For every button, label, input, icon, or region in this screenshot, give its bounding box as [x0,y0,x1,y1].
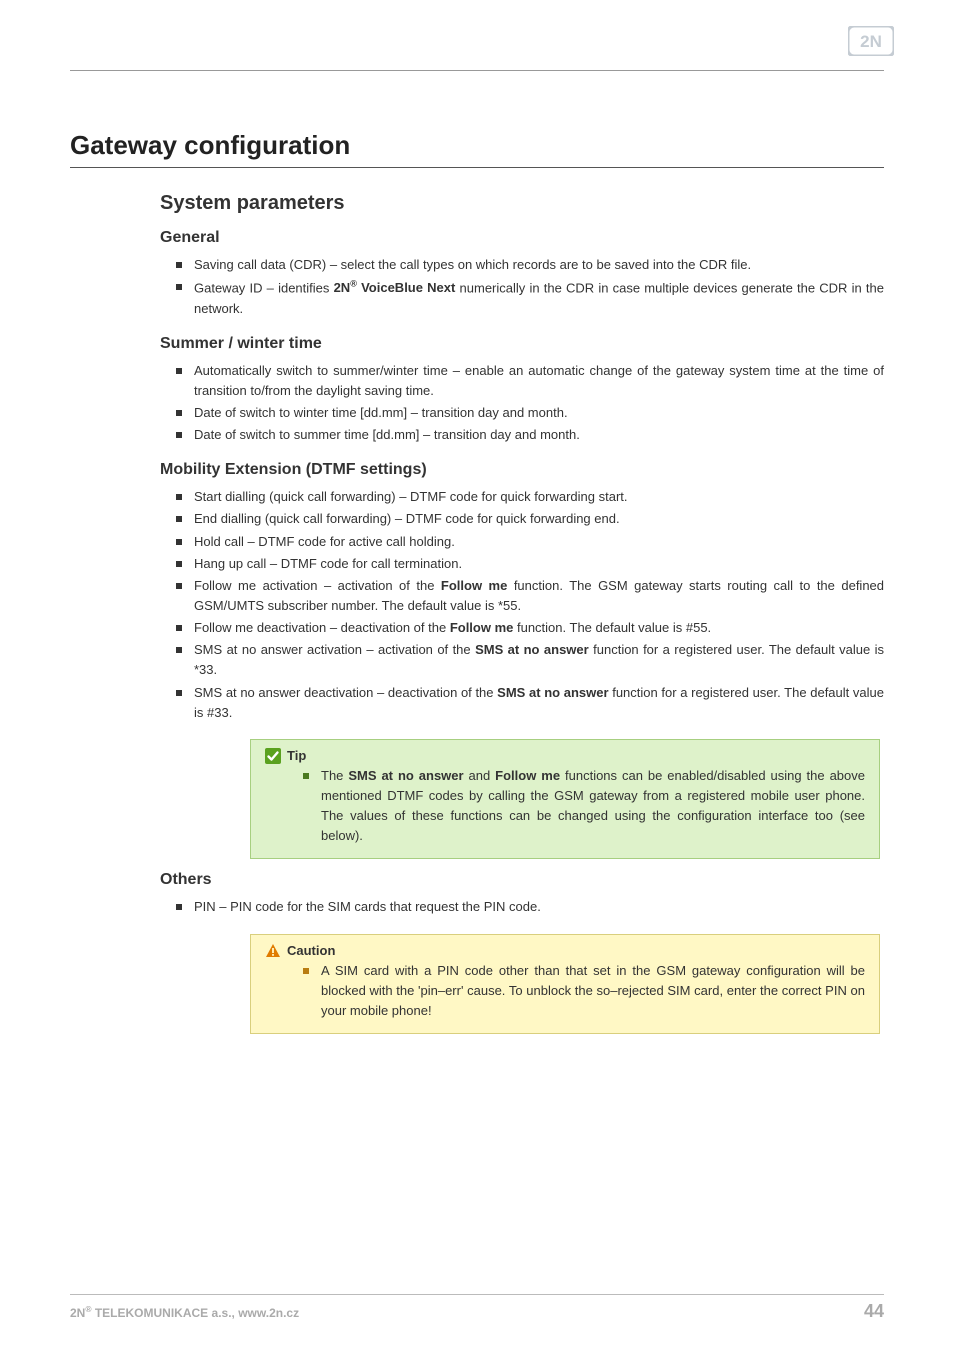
header-divider [70,70,884,71]
list-item: Date of switch to summer time [dd.mm] – … [194,425,884,445]
list-item: PIN – PIN code for the SIM cards that re… [194,897,884,917]
caution-callout: Caution A SIM card with a PIN code other… [250,934,880,1034]
group-list: Automatically switch to summer/winter ti… [160,361,884,446]
list-item: SMS at no answer deactivation – deactiva… [194,683,884,723]
caution-text: A SIM card with a PIN code other than th… [321,961,865,1021]
svg-text:2N: 2N [860,32,882,51]
tip-callout: Tip The SMS at no answer and Follow me f… [250,739,880,860]
group-heading: Mobility Extension (DTMF settings) [160,461,884,479]
footer-left: 2N® TELEKOMUNIKACE a.s., www.2n.cz [70,1304,299,1320]
list-item: Follow me activation – activation of the… [194,576,884,616]
page-title: Gateway configuration [70,130,884,161]
list-item: Follow me deactivation – deactivation of… [194,618,884,638]
page-number: 44 [864,1301,884,1322]
group-heading: Summer / winter time [160,335,884,353]
list-item: Hang up call – DTMF code for call termin… [194,554,884,574]
warning-icon [265,943,281,959]
brand-logo: 2N [848,26,894,61]
title-divider [70,167,884,168]
tip-label: Tip [287,748,306,763]
list-item: Automatically switch to summer/winter ti… [194,361,884,401]
list-item: Hold call – DTMF code for active call ho… [194,532,884,552]
check-icon [265,748,281,764]
list-item: Saving call data (CDR) – select the call… [194,255,884,275]
footer-divider [70,1294,884,1295]
group-list: Start dialling (quick call forwarding) –… [160,487,884,723]
caution-label: Caution [287,943,335,958]
tip-head: Tip [265,748,865,764]
group-list: Saving call data (CDR) – select the call… [160,255,884,319]
list-item: SMS at no answer activation – activation… [194,640,884,680]
tip-text: The SMS at no answer and Follow me funct… [321,766,865,847]
others-heading: Others [160,871,884,889]
list-item: End dialling (quick call forwarding) – D… [194,509,884,529]
others-list: PIN – PIN code for the SIM cards that re… [160,897,884,917]
list-item: Date of switch to winter time [dd.mm] – … [194,403,884,423]
section-heading: System parameters [160,192,884,215]
list-item: Gateway ID – identifies 2N® VoiceBlue Ne… [194,277,884,319]
page-footer: 2N® TELEKOMUNIKACE a.s., www.2n.cz 44 [70,1294,884,1322]
group-heading: General [160,229,884,247]
list-item: Start dialling (quick call forwarding) –… [194,487,884,507]
caution-head: Caution [265,943,865,959]
